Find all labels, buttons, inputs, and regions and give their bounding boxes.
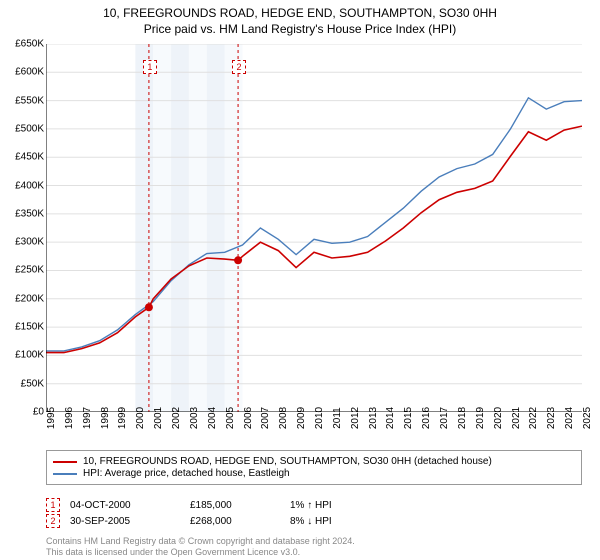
y-tick-label: £250K — [15, 265, 44, 276]
x-tick-label: 2025 — [582, 407, 593, 429]
x-tick-label: 1995 — [46, 407, 57, 429]
chart-title: 10, FREEGROUNDS ROAD, HEDGE END, SOUTHAM… — [0, 6, 600, 20]
legend-item: 10, FREEGROUNDS ROAD, HEDGE END, SOUTHAM… — [53, 456, 575, 467]
x-tick-label: 2009 — [296, 407, 307, 429]
x-tick-label: 2016 — [421, 407, 432, 429]
x-tick-label: 2008 — [278, 407, 289, 429]
sales-row: 1 04-OCT-2000 £185,000 1% ↑ HPI — [46, 498, 582, 512]
y-tick-label: £0 — [33, 407, 44, 418]
title-block: 10, FREEGROUNDS ROAD, HEDGE END, SOUTHAM… — [0, 0, 600, 36]
x-tick-label: 2001 — [153, 407, 164, 429]
legend: 10, FREEGROUNDS ROAD, HEDGE END, SOUTHAM… — [46, 450, 582, 485]
x-tick-label: 2021 — [511, 407, 522, 429]
x-tick-label: 1999 — [117, 407, 128, 429]
sale-date: 04-OCT-2000 — [70, 500, 180, 511]
legend-swatch — [53, 461, 77, 463]
y-tick-label: £450K — [15, 152, 44, 163]
x-tick-label: 2018 — [457, 407, 468, 429]
x-tick-label: 2017 — [439, 407, 450, 429]
x-tick-label: 2024 — [564, 407, 575, 429]
x-tick-label: 2011 — [332, 407, 343, 429]
footer-line: This data is licensed under the Open Gov… — [46, 547, 582, 558]
x-tick-label: 1997 — [82, 407, 93, 429]
sale-marker-box: 1 — [143, 60, 157, 74]
x-tick-label: 2014 — [385, 407, 396, 429]
sale-hpi-delta: 1% ↑ HPI — [290, 500, 582, 511]
x-tick-label: 2013 — [368, 407, 379, 429]
sales-table: 1 04-OCT-2000 £185,000 1% ↑ HPI 2 30-SEP… — [46, 496, 582, 530]
chart-subtitle: Price paid vs. HM Land Registry's House … — [0, 22, 600, 36]
y-tick-label: £350K — [15, 208, 44, 219]
x-tick-label: 2012 — [350, 407, 361, 429]
x-tick-label: 1998 — [100, 407, 111, 429]
legend-label: HPI: Average price, detached house, East… — [83, 468, 290, 479]
y-tick-label: £400K — [15, 180, 44, 191]
sale-date: 30-SEP-2005 — [70, 516, 180, 527]
sale-marker-box: 2 — [232, 60, 246, 74]
y-tick-label: £300K — [15, 237, 44, 248]
x-tick-label: 2015 — [403, 407, 414, 429]
y-tick-label: £600K — [15, 67, 44, 78]
x-tick-label: 2007 — [260, 407, 271, 429]
x-tick-label: 2004 — [207, 407, 218, 429]
sales-row: 2 30-SEP-2005 £268,000 8% ↓ HPI — [46, 514, 582, 528]
sale-marker-icon: 1 — [46, 498, 60, 512]
y-tick-label: £550K — [15, 95, 44, 106]
x-tick-label: 2000 — [135, 407, 146, 429]
chart-svg — [46, 44, 582, 412]
sale-price: £268,000 — [190, 516, 280, 527]
x-tick-label: 2010 — [314, 407, 325, 429]
x-tick-label: 2023 — [546, 407, 557, 429]
x-tick-label: 2019 — [475, 407, 486, 429]
y-tick-label: £200K — [15, 293, 44, 304]
chart-area — [46, 44, 582, 412]
y-tick-label: £150K — [15, 322, 44, 333]
y-tick-label: £500K — [15, 123, 44, 134]
chart-container: 10, FREEGROUNDS ROAD, HEDGE END, SOUTHAM… — [0, 0, 600, 560]
x-tick-label: 2005 — [225, 407, 236, 429]
x-tick-label: 2022 — [528, 407, 539, 429]
y-tick-label: £100K — [15, 350, 44, 361]
legend-swatch — [53, 473, 77, 475]
sale-marker-icon: 2 — [46, 514, 60, 528]
legend-item: HPI: Average price, detached house, East… — [53, 468, 575, 479]
sale-price: £185,000 — [190, 500, 280, 511]
x-tick-label: 2002 — [171, 407, 182, 429]
x-tick-label: 2003 — [189, 407, 200, 429]
x-tick-label: 2020 — [493, 407, 504, 429]
footer: Contains HM Land Registry data © Crown c… — [46, 536, 582, 558]
x-tick-label: 1996 — [64, 407, 75, 429]
sale-hpi-delta: 8% ↓ HPI — [290, 516, 582, 527]
y-tick-label: £650K — [15, 39, 44, 50]
x-tick-label: 2006 — [243, 407, 254, 429]
y-tick-label: £50K — [21, 378, 44, 389]
footer-line: Contains HM Land Registry data © Crown c… — [46, 536, 582, 547]
legend-label: 10, FREEGROUNDS ROAD, HEDGE END, SOUTHAM… — [83, 456, 492, 467]
